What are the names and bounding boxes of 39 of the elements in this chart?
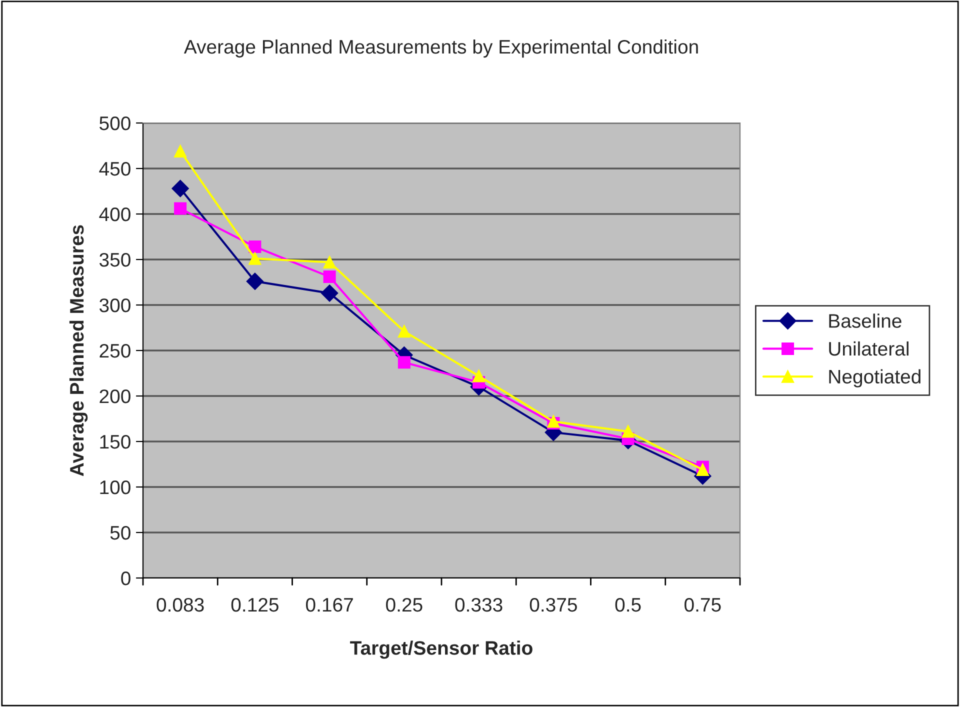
y-tick-label: 200 [100,389,130,404]
y-tick-label: 350 [99,252,130,267]
x-tick-label: 0.5 [615,598,641,612]
x-tick-label: 0.125 [231,598,278,612]
point [174,144,187,158]
point [246,272,264,290]
point [472,370,486,382]
x-tick-label: 0.083 [156,598,204,612]
y-tick-label: 150 [100,434,130,449]
point [323,256,336,268]
point [174,202,187,215]
y-tick-label: 250 [100,344,130,358]
x-tick-label: 0.25 [386,598,422,612]
x-tick-label: 0.167 [306,598,353,612]
point [622,425,634,438]
legend-label: Negotiated [829,369,920,388]
legend-label: Baseline [829,314,902,328]
point [398,356,410,369]
y-tick-label: 100 [100,480,130,494]
y-tick-label: 400 [99,207,130,222]
x-tick-label: 0.75 [684,598,721,612]
chart-title: Average Planned Measurements by Experimental Condition [184,39,698,58]
point [248,252,262,265]
point [398,325,410,338]
x-tick-label: 0.333 [455,598,502,612]
y-tick-label: 50 [110,526,130,540]
y-tick-label: 450 [99,162,130,176]
point [323,270,336,284]
y-tick-label: 300 [99,298,130,312]
point [321,284,338,302]
y-tick-label: 500 [100,116,130,130]
x-axis-title: Target/Sensor Ratio [350,640,532,659]
legend-label: Unilateral [829,341,908,356]
point [248,240,262,254]
point [172,180,189,198]
point [696,463,709,476]
x-tick-label: 0.375 [530,598,577,612]
y-axis-title: Average Planned Measures [69,225,88,476]
y-tick-label: 0 [121,571,130,586]
